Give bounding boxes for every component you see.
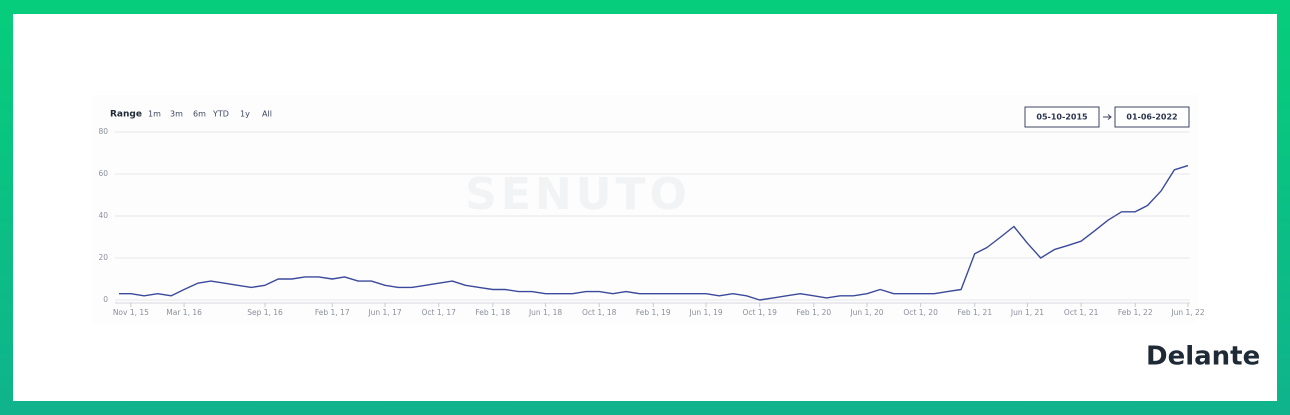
x-tick-label: Jun 1, 17	[367, 308, 401, 317]
x-tick-label: Oct 1, 19	[742, 308, 777, 317]
x-tick-label: Jun 1, 19	[688, 308, 722, 317]
y-tick-label: 80	[98, 127, 108, 136]
x-tick-label: Sep 1, 16	[247, 308, 283, 317]
range-button[interactable]: 1m	[148, 110, 161, 119]
range-button[interactable]: 6m	[193, 110, 206, 119]
y-tick-label: 60	[98, 169, 108, 178]
x-tick-label: Feb 1, 21	[957, 308, 992, 317]
x-tick-label: Jun 1, 18	[528, 308, 562, 317]
date-to-box[interactable]	[1114, 106, 1190, 128]
x-tick-label: Feb 1, 20	[796, 308, 831, 317]
range-button[interactable]: 3m	[170, 110, 183, 119]
line	[119, 164, 1189, 301]
range-label: Range	[110, 110, 142, 120]
date-to: 01-06-2022	[1126, 113, 1177, 122]
x-tick-label: Feb 1, 17	[315, 308, 350, 317]
logo: Delante	[1146, 342, 1260, 372]
x-tick-label: Oct 1, 17	[421, 308, 456, 317]
x-tick-label: Oct 1, 21	[1064, 308, 1099, 317]
range-button[interactable]: All	[262, 110, 272, 119]
range-button[interactable]: 1y	[240, 110, 250, 119]
watermark: SENUTO	[465, 169, 691, 220]
chart-panel	[92, 95, 1198, 323]
x-tick-label: Oct 1, 20	[903, 308, 938, 317]
date-from: 05-10-2015	[1036, 113, 1088, 122]
x-tick-label: Nov 1, 15	[113, 308, 149, 317]
date-arrow	[1103, 114, 1112, 120]
range-button[interactable]: YTD	[212, 110, 229, 119]
x-tick-label: Feb 1, 19	[636, 308, 671, 317]
x-tick-label: Feb 1, 22	[1118, 308, 1153, 317]
x-tick-label: Oct 1, 18	[582, 308, 617, 317]
y-tick-label: 20	[98, 253, 108, 262]
range-selector: Range 1m 3m 6m YTD 1y All	[110, 110, 272, 120]
date-from-box[interactable]	[1024, 106, 1100, 128]
y-tick-label: 40	[98, 211, 108, 220]
x-tick-label: Jun 1, 21	[1010, 308, 1044, 317]
x-tick-label: Jun 1, 20	[849, 308, 883, 317]
y-tick-label: 0	[103, 295, 108, 304]
x-tick-label: Jun 1, 22	[1170, 308, 1204, 317]
x-tick-label: Mar 1, 16	[166, 308, 202, 317]
x-tick-label: Feb 1, 18	[475, 308, 510, 317]
